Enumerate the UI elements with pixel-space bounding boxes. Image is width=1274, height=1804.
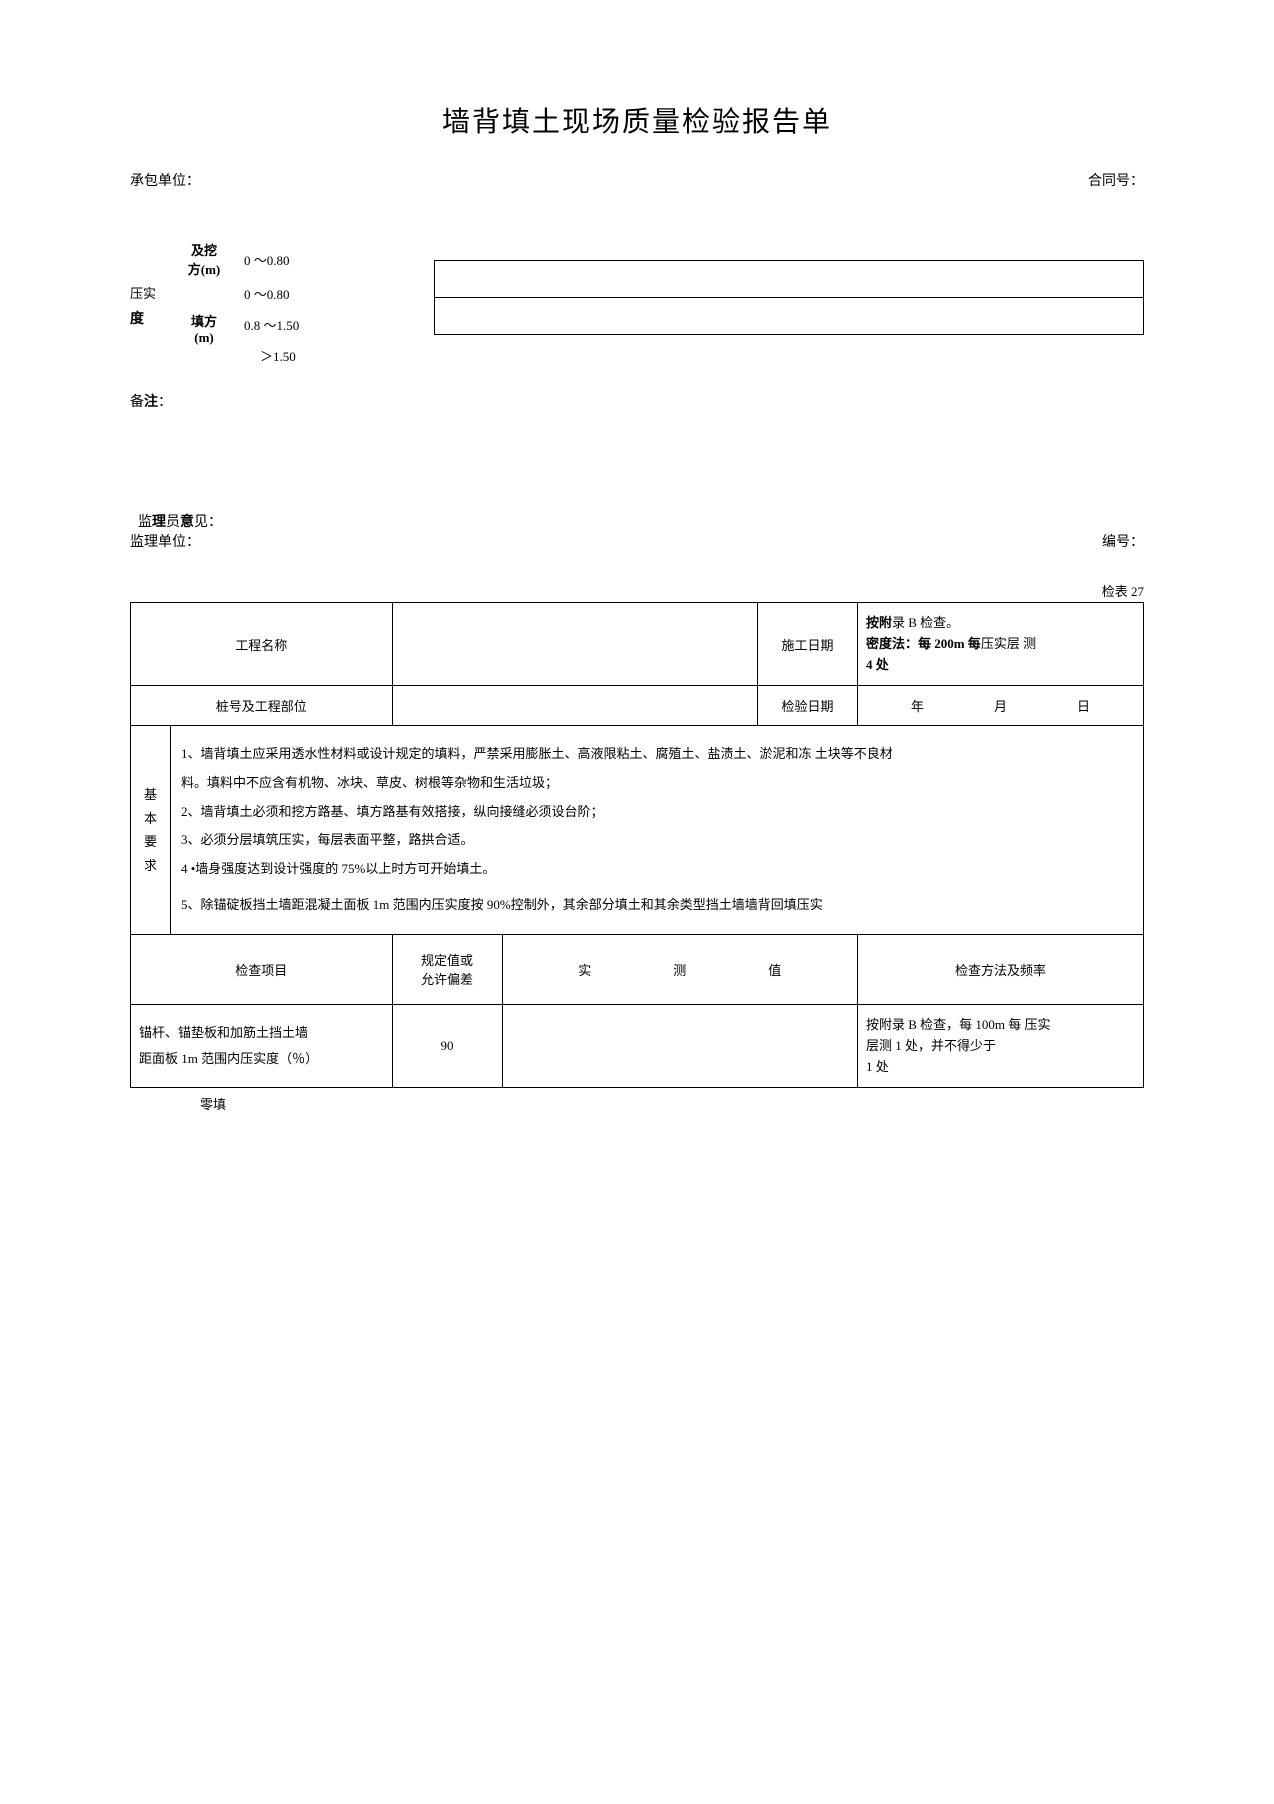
pile-location-label: 桩号及工程部位 — [131, 686, 393, 726]
item1-text-2: 距面板 1m 范围内压实度（％） — [139, 1046, 384, 1072]
req-4: 4 •墙身强度达到设计强度的 75%以上时方可开始填土。 — [181, 855, 1133, 884]
construction-date-label: 施工日期 — [757, 603, 857, 686]
page-title: 墙背填土现场质量检验报告单 — [130, 100, 1144, 140]
item1-method-3: 1 处 — [866, 1057, 1135, 1078]
fill-1: 填方 — [174, 311, 234, 330]
supervisor-opinion-label: 监理员意见： — [138, 511, 1144, 531]
spec-header: 规定值或 允许偏差 — [392, 934, 502, 1004]
range-1: 0 ～0.80 — [234, 244, 324, 275]
spec-header-2: 允许偏差 — [401, 969, 494, 988]
fill-ranges: 0 ～0.80 0.8 ～1.50 ＞1.50 — [234, 278, 334, 371]
item1-spec: 90 — [392, 1004, 502, 1087]
req-label-1: 基 — [139, 783, 162, 806]
req-3: 3、必须分层填筑压实，每层表面平整，路拱合适。 — [181, 826, 1133, 855]
compaction-left: 压实 度 及挖 方(m) 0 ～0.80 填方 (m) 0 ～0.80 0.8 … — [130, 240, 334, 371]
range-4: ＞1.50 — [244, 340, 334, 371]
inspection-date-label: 检验日期 — [757, 686, 857, 726]
table-row: 桩号及工程部位 检验日期 年 月 日 — [131, 686, 1144, 726]
req-1b: 料。填料中不应含有机物、冰块、草皮、树根等杂物和生活垃圾； — [181, 769, 1133, 798]
remarks-bei: 备 — [130, 395, 144, 410]
year-label: 年 — [911, 696, 924, 715]
contractor-label: 承包单位： — [130, 170, 200, 190]
table-ref-label: 检表 27 — [130, 581, 1144, 600]
compaction-label-yashi: 压实 — [130, 283, 156, 302]
compaction-right — [434, 240, 1144, 371]
method-cell: 按附录 B 检查。 密度法：每 200m 每压实层 测 4 处 — [857, 603, 1143, 686]
method-line-1a: 按附 — [866, 615, 892, 630]
table-row: 锚杆、锚垫板和加筋土挡土墙 距面板 1m 范围内压实度（％） 90 按附录 B … — [131, 1004, 1144, 1087]
spec-header-1: 规定值或 — [401, 950, 494, 969]
range-2: 0 ～0.80 — [244, 278, 334, 309]
compaction-section: 压实 度 及挖 方(m) 0 ～0.80 填方 (m) 0 ～0.80 0.8 … — [130, 240, 1144, 371]
requirements-content: 1、墙背填土应采用透水性材料或设计规定的填料，严禁采用膨胀土、高液限粘土、腐殖土… — [171, 726, 1144, 935]
requirements-label: 基 本 要 求 — [131, 726, 171, 935]
fill-col: 填方 (m) — [174, 303, 234, 346]
supervisor-unit-label: 监理单位： — [130, 531, 200, 551]
zero-fill-col: 及挖 方(m) — [174, 240, 234, 278]
compaction-label-du: 度 — [130, 308, 156, 328]
req-1: 1、墙背填土应采用透水性材料或设计规定的填料，严禁采用膨胀土、高液限粘土、腐殖土… — [181, 740, 1133, 769]
table-row: 基 本 要 求 1、墙背填土应采用透水性材料或设计规定的填料，严禁采用膨胀土、高… — [131, 726, 1144, 935]
compaction-subtable: 及挖 方(m) 0 ～0.80 填方 (m) 0 ～0.80 0.8 ～1.50… — [174, 240, 334, 371]
subrow-1: 及挖 方(m) 0 ～0.80 — [174, 240, 334, 278]
check-method-header: 检查方法及频率 — [857, 934, 1143, 1004]
contract-no-label: 合同号： — [1088, 170, 1144, 190]
sup-yuan: 员 — [166, 515, 180, 530]
inspection-date-value: 年 月 日 — [857, 686, 1143, 726]
project-name-value — [392, 603, 757, 686]
day-label: 日 — [1077, 696, 1090, 715]
method-line-1b: 录 B 检查。 — [892, 615, 959, 630]
bottom-floating-text: 零填 — [200, 1094, 1144, 1113]
check-item-header: 检查项目 — [131, 934, 393, 1004]
sup-jian2: 见： — [194, 515, 222, 530]
item1-method: 按附录 B 检查，每 100m 每 压实 层测 1 处，并不得少于 1 处 — [857, 1004, 1143, 1087]
zero-fill-1: 及挖 — [174, 240, 234, 259]
measured-1: 实 — [578, 960, 591, 979]
compaction-boxes — [434, 260, 1144, 335]
sup-yi: 意 — [180, 515, 194, 530]
measured-2: 测 — [673, 963, 686, 978]
fill-2: (m) — [174, 330, 234, 346]
method-line-2b: 压实层 测 — [981, 636, 1036, 651]
item1-method-1: 按附录 B 检查，每 100m 每 压实 — [866, 1015, 1135, 1036]
method-line-2a: 密度法：每 200m 每 — [866, 636, 981, 651]
month-label: 月 — [994, 696, 1007, 715]
measured-header: 实 测 值 — [502, 934, 857, 1004]
supervisor-code-label: 编号： — [1102, 531, 1144, 551]
range-3: 0.8 ～1.50 — [244, 309, 334, 340]
method-line-3: 4 处 — [866, 657, 889, 672]
req-label-2: 本 要 — [139, 807, 162, 854]
item1-method-2: 层测 1 处，并不得少于 — [866, 1036, 1135, 1057]
compaction-main-label: 压实 度 — [130, 283, 156, 328]
measured-3: 值 — [768, 960, 781, 979]
remarks-colon: ： — [158, 395, 172, 410]
req-5: 5、除锚碇板挡土墙距混凝土面板 1m 范围内压实度按 90%控制外，其余部分填土… — [181, 891, 1133, 920]
table-row: 检查项目 规定值或 允许偏差 实 测 值 检查方法及频率 — [131, 934, 1144, 1004]
project-name-label: 工程名称 — [131, 603, 393, 686]
req-2: 2、墙背填土必须和挖方路基、填方路基有效搭接，纵向接缝必须设台阶； — [181, 798, 1133, 827]
item1-name: 锚杆、锚垫板和加筋土挡土墙 距面板 1m 范围内压实度（％） — [131, 1004, 393, 1087]
item1-text-1: 锚杆、锚垫板和加筋土挡土墙 — [139, 1020, 384, 1046]
sup-liyuan: 理 — [152, 515, 166, 530]
zero-fill-2: 方(m) — [174, 259, 234, 278]
req-label-3: 求 — [139, 854, 162, 877]
table-row: 工程名称 施工日期 按附录 B 检查。 密度法：每 200m 每压实层 测 4 … — [131, 603, 1144, 686]
header-row: 承包单位： 合同号： — [130, 170, 1144, 190]
supervisor-row: 监理单位： 编号： — [130, 531, 1144, 551]
remarks-zhu: 注 — [144, 395, 158, 410]
main-table: 工程名称 施工日期 按附录 B 检查。 密度法：每 200m 每压实层 测 4 … — [130, 602, 1144, 1088]
remarks-label: 备注： — [130, 391, 1144, 411]
subrow-2: 填方 (m) 0 ～0.80 0.8 ～1.50 ＞1.50 — [174, 278, 334, 371]
box-row-2 — [435, 297, 1143, 335]
sup-jian: 监 — [138, 515, 152, 530]
date-parts: 年 月 日 — [866, 696, 1135, 715]
supervisor-section: 监理员意见： 监理单位： 编号： — [130, 511, 1144, 551]
pile-location-value — [392, 686, 757, 726]
item1-measured — [502, 1004, 857, 1087]
box-row-1 — [435, 260, 1143, 298]
